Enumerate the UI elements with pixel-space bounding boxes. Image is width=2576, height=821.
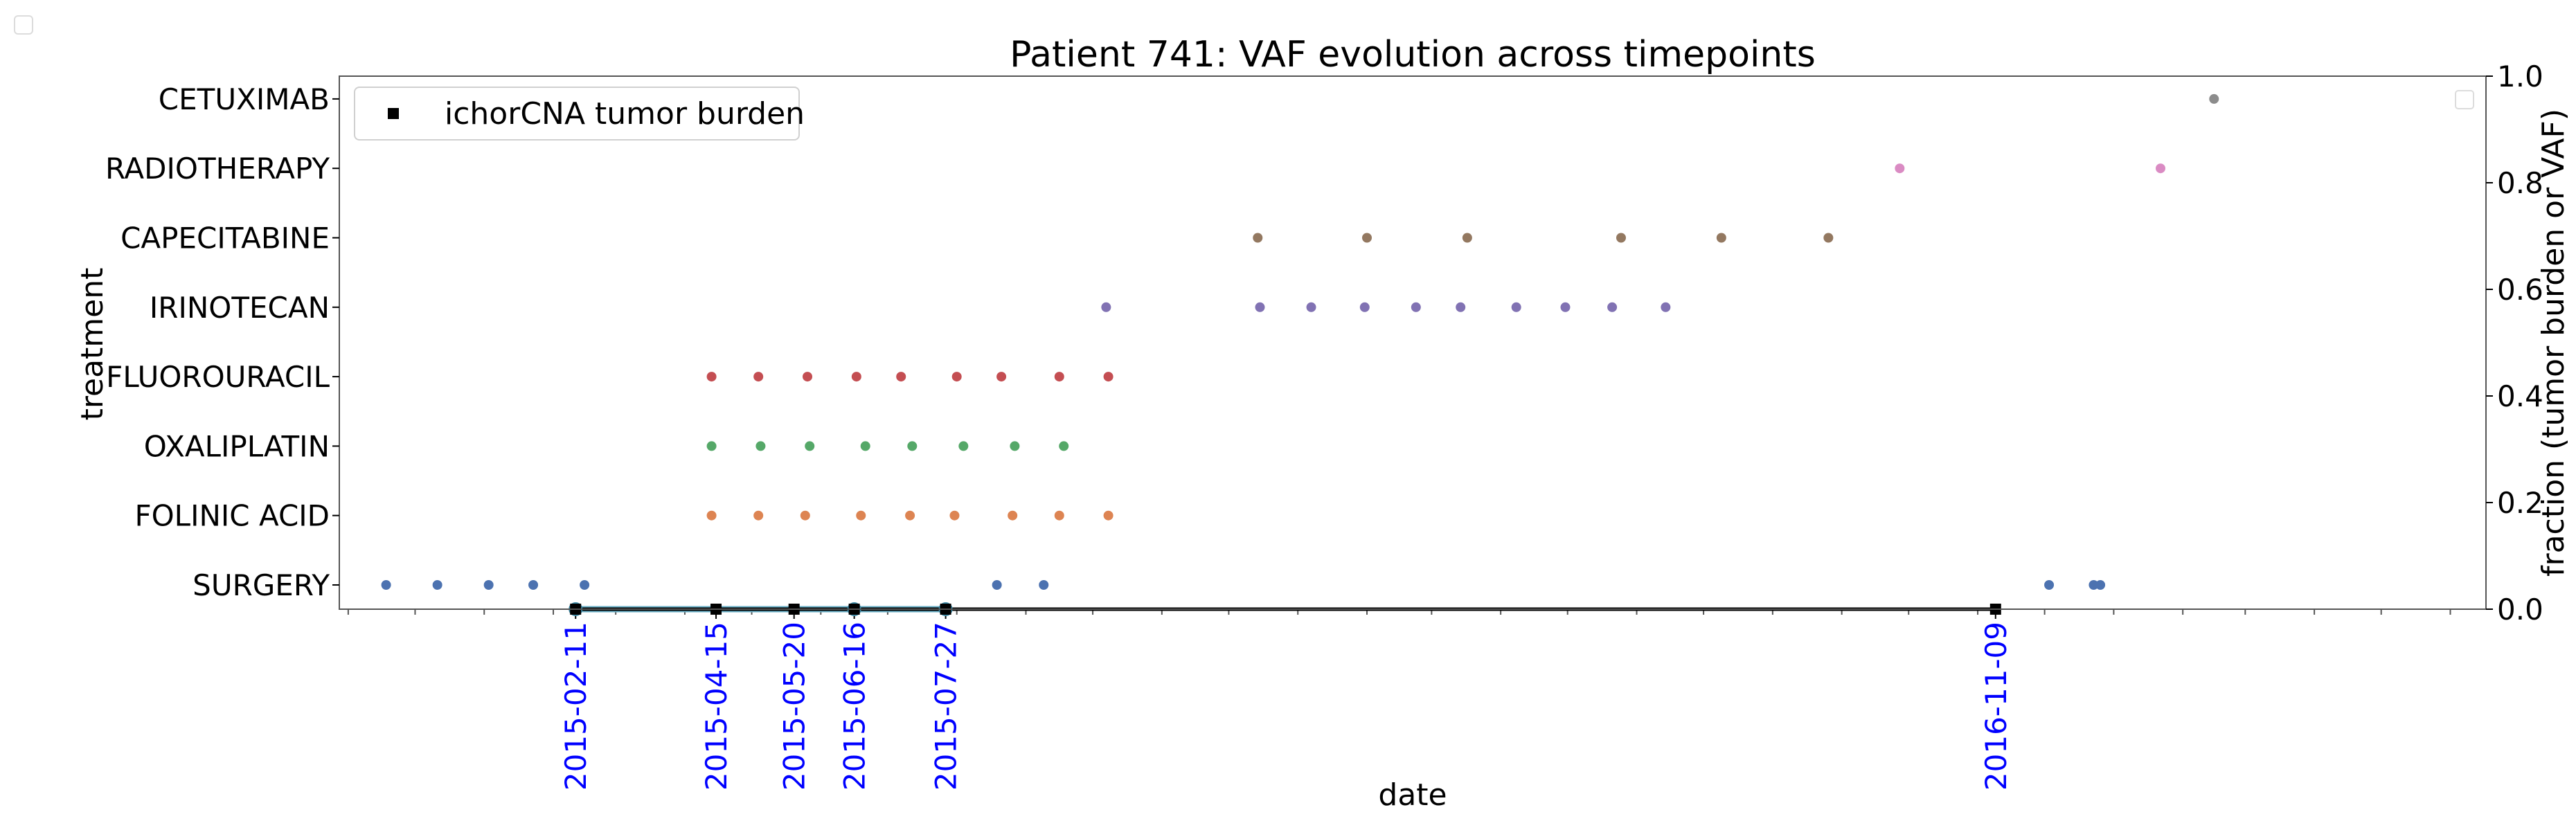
- treatment-point: [755, 441, 766, 451]
- treatment-point: [905, 510, 915, 521]
- y-tick-label: FOLINIC ACID: [134, 499, 330, 533]
- treatment-point: [1054, 510, 1064, 521]
- timepoint-label: 2015-07-27: [929, 622, 963, 791]
- treatment-point: [805, 441, 815, 451]
- treatment-point: [528, 580, 539, 590]
- treatment-point: [907, 441, 918, 451]
- treatment-point: [1101, 302, 1111, 312]
- y-tick-label: CAPECITABINE: [120, 222, 330, 255]
- treatment-point: [860, 441, 870, 451]
- treatment-point: [753, 372, 764, 382]
- timepoint-label: 2015-05-20: [778, 622, 812, 791]
- treatment-point: [381, 580, 391, 590]
- legend-box: [354, 87, 800, 141]
- treatment-point: [851, 372, 861, 382]
- treatment-points: [381, 93, 2219, 590]
- x-axis-dates: 2015-02-11 2015-04-15 2015-05-20 2015-06-16…: [559, 622, 2013, 791]
- timepoint-label: 2015-02-11: [559, 622, 593, 791]
- treatment-point: [1054, 372, 1064, 382]
- treatment-point: [1362, 233, 1372, 243]
- y-axis-fraction: 0.0 0.2 0.4 0.6 0.8 1.0: [2486, 60, 2543, 626]
- legend: ichorCNA tumor burden: [354, 87, 805, 141]
- treatment-point: [483, 580, 494, 590]
- y-axis-treatments: SURGERY FOLINIC ACID OXALIPLATIN FLUOROURAC…: [105, 82, 339, 602]
- treatment-point: [706, 372, 717, 382]
- y-tick-label: CETUXIMAB: [159, 82, 330, 116]
- corner-checkbox[interactable]: [14, 15, 33, 35]
- treatment-point: [1560, 302, 1571, 312]
- treatment-point: [951, 372, 962, 382]
- treatment-point: [1411, 302, 1421, 312]
- treatment-point: [1008, 510, 1018, 521]
- treatment-point: [896, 372, 906, 382]
- treatment-point: [1661, 302, 1671, 312]
- treatment-point: [1010, 441, 1020, 451]
- y-right-tick-label: 0.0: [2497, 593, 2543, 626]
- treatment-point: [1039, 580, 1049, 590]
- y-tick-label: SURGERY: [193, 568, 330, 602]
- treatment-point: [1255, 302, 1265, 312]
- y-right-tick-label: 0.4: [2497, 379, 2543, 413]
- treatment-point: [800, 510, 810, 521]
- treatment-point: [1103, 510, 1113, 521]
- y-axis-right-label: fraction (tumor burden or VAF): [2536, 109, 2571, 577]
- y-tick-label: IRINOTECAN: [150, 291, 330, 325]
- y-tick-label: FLUOROURACIL: [106, 360, 330, 394]
- x-axis-label: date: [1378, 777, 1447, 813]
- y-axis-label: treatment: [75, 268, 110, 421]
- treatment-point: [1895, 163, 1905, 174]
- y-right-tick-label: 0.8: [2497, 166, 2543, 200]
- treatment-point: [803, 372, 813, 382]
- treatment-point: [958, 441, 969, 451]
- chart-title: Patient 741: VAF evolution across timepo…: [1010, 34, 1816, 75]
- y-right-tick-label: 0.2: [2497, 486, 2543, 520]
- treatment-point: [992, 580, 1002, 590]
- treatment-point: [1306, 302, 1316, 312]
- timepoint-label: 2015-04-15: [699, 622, 733, 791]
- treatment-point: [1616, 233, 1626, 243]
- treatment-point: [1716, 233, 1726, 243]
- treatment-point: [2088, 580, 2099, 590]
- treatment-point: [432, 580, 442, 590]
- y-right-tick-label: 1.0: [2497, 60, 2543, 93]
- y-tick-label: RADIOTHERAPY: [105, 152, 330, 186]
- treatment-point: [996, 372, 1007, 382]
- treatment-point: [856, 510, 866, 521]
- y-right-tick-label: 0.6: [2497, 273, 2543, 307]
- timepoint-label: 2015-06-16: [838, 622, 872, 791]
- plot-frame: [339, 75, 2487, 610]
- timepoint-label: 2016-11-09: [1979, 622, 2013, 791]
- treatment-point: [580, 580, 590, 590]
- treatment-point: [2209, 93, 2219, 104]
- legend-marker: [388, 108, 399, 119]
- treatment-point: [949, 510, 960, 521]
- treatment-point: [753, 510, 764, 521]
- y-tick-label: OXALIPLATIN: [144, 429, 330, 463]
- treatment-point: [1059, 441, 1069, 451]
- treatment-point: [1253, 233, 1263, 243]
- legend-label: ichorCNA tumor burden: [445, 96, 805, 132]
- treatment-point: [1456, 302, 1466, 312]
- treatment-point: [2156, 163, 2166, 174]
- treatment-point: [1607, 302, 1618, 312]
- treatment-point: [706, 510, 717, 521]
- treatment-point: [1511, 302, 1521, 312]
- right-legend-box: [2455, 90, 2474, 109]
- treatment-point: [2044, 580, 2055, 590]
- treatment-point: [1462, 233, 1472, 243]
- treatment-point: [1103, 372, 1113, 382]
- treatment-point: [1823, 233, 1834, 243]
- treatment-point: [2095, 580, 2106, 590]
- treatment-point: [1359, 302, 1370, 312]
- treatment-point: [706, 441, 717, 451]
